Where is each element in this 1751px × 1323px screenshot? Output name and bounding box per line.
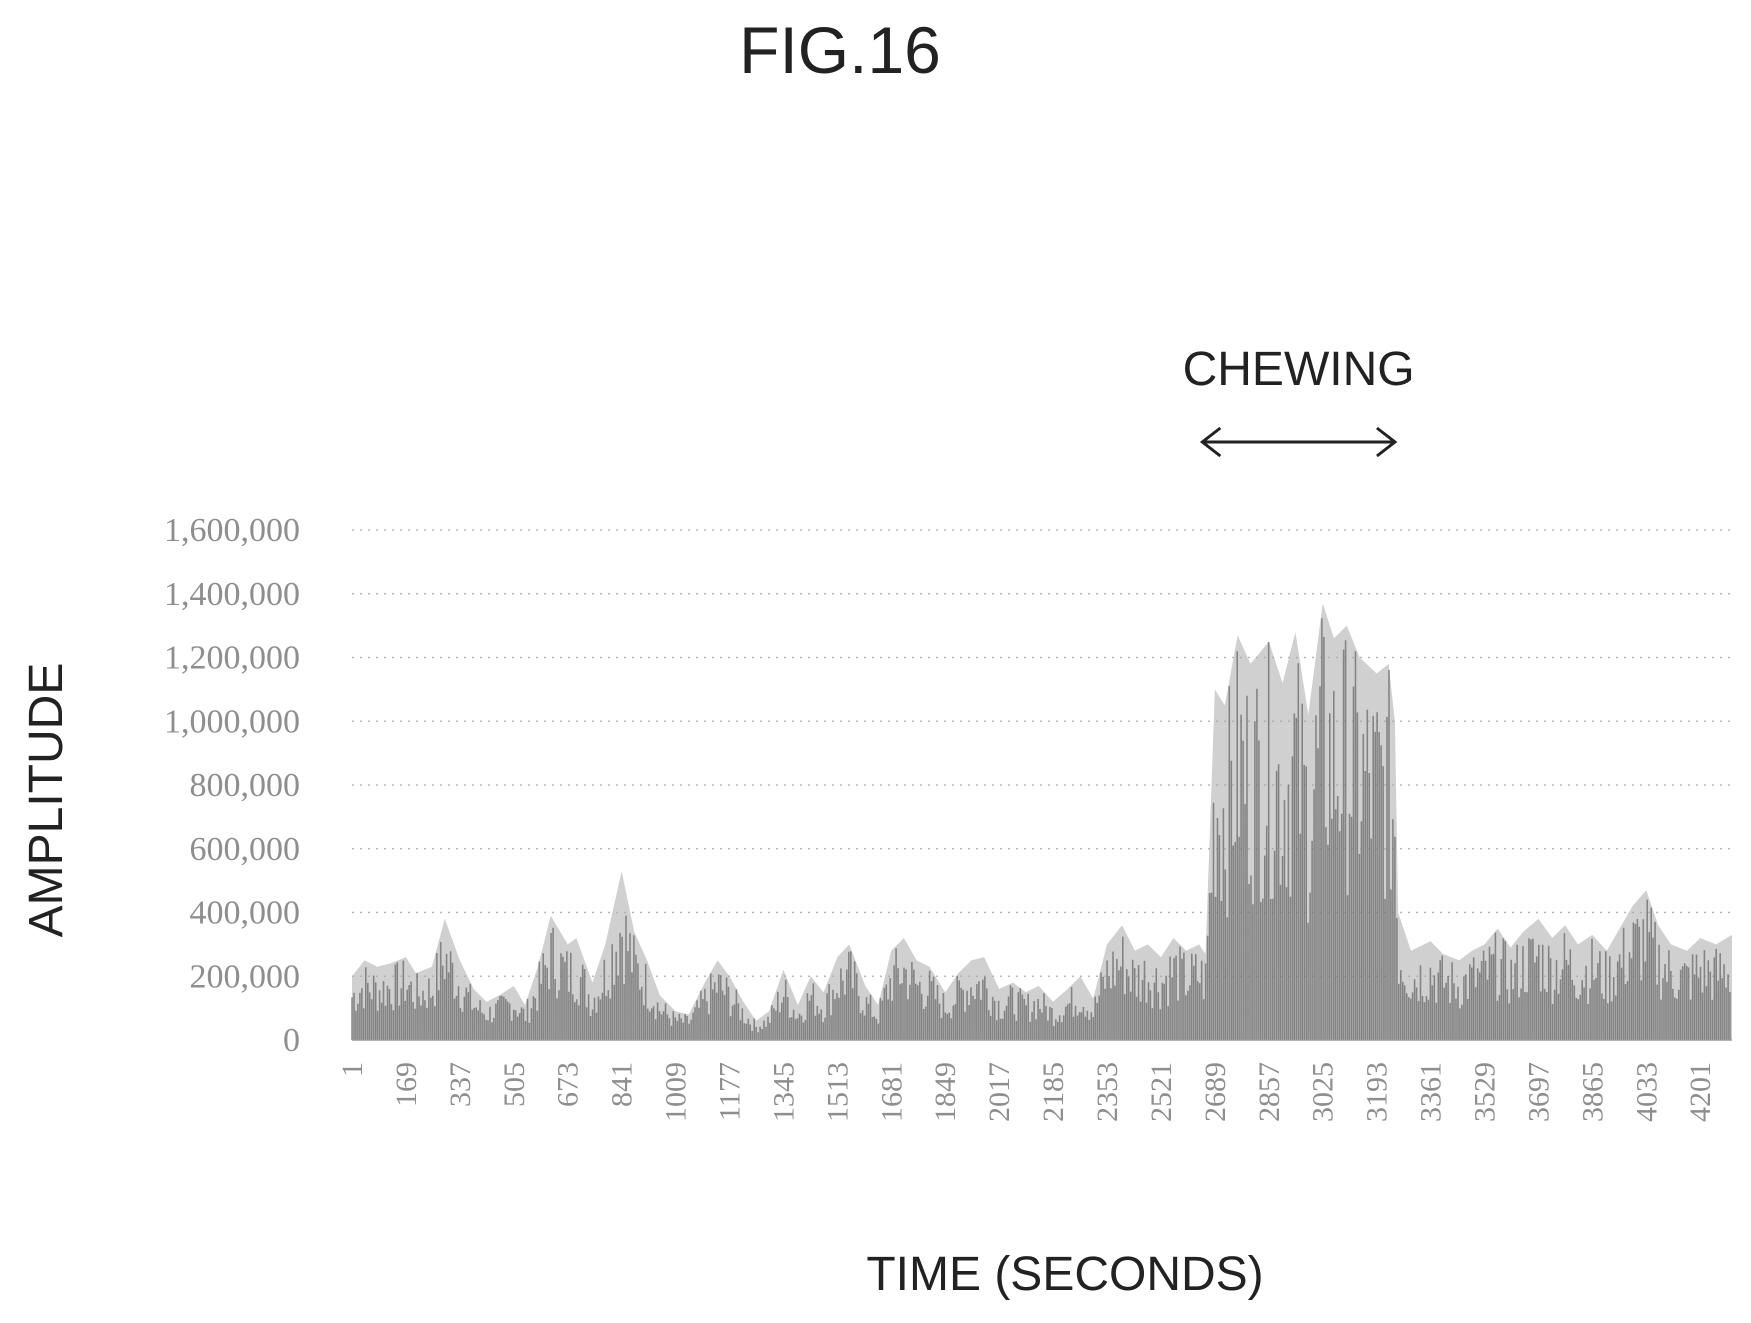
series-area [352, 603, 1732, 1040]
x-axis-title: TIME (SECONDS) [866, 1248, 1263, 1301]
figure-label: FIG.16 [739, 13, 941, 87]
y-tick-label: 1,600,000 [164, 512, 300, 549]
x-tick-label: 2689 [1199, 1062, 1232, 1122]
x-tick-label: 4201 [1684, 1062, 1717, 1122]
y-tick-label: 1,000,000 [164, 703, 300, 740]
x-tick-labels: 1 169 337 505 673 841 1009 1177 1345 1513 1681 1849… [336, 1062, 1717, 1122]
y-tick-label: 400,000 [190, 895, 301, 932]
x-tick-label: 3697 [1522, 1062, 1555, 1122]
x-tick-label: 841 [606, 1062, 639, 1107]
x-tick-label: 2017 [983, 1062, 1016, 1122]
y-tick-label: 200,000 [190, 958, 301, 995]
plot-area [351, 603, 1732, 1041]
x-tick-label: 1681 [875, 1062, 908, 1122]
x-tick-label: 1177 [714, 1062, 747, 1121]
y-tick-label: 800,000 [190, 767, 301, 804]
x-tick-label: 1849 [929, 1062, 962, 1122]
x-tick-label: 1513 [821, 1062, 854, 1122]
x-tick-label: 2857 [1253, 1062, 1286, 1122]
y-tick-label: 1,200,000 [164, 640, 300, 677]
x-tick-label: 3529 [1469, 1062, 1502, 1122]
y-axis-title: AMPLITUDE [20, 663, 73, 938]
y-tick-labels: 0 200,000 400,000 600,000 800,000 1,000,000 1,… [164, 512, 300, 1059]
x-tick-label: 1 [336, 1062, 369, 1077]
annotation-arrow [1199, 426, 1398, 458]
x-tick-label: 3361 [1415, 1062, 1448, 1122]
x-tick-label: 3193 [1361, 1062, 1394, 1122]
x-tick-label: 3865 [1576, 1062, 1609, 1122]
gridlines [352, 529, 1732, 977]
y-tick-label: 1,400,000 [164, 576, 300, 613]
arrow-head-right [1376, 426, 1398, 458]
arrow-head-left [1199, 426, 1222, 458]
series-line [351, 618, 1731, 1040]
x-tick-label: 3025 [1307, 1062, 1340, 1122]
x-tick-label: 337 [444, 1062, 477, 1107]
x-tick-label: 1345 [767, 1062, 800, 1122]
annotation-label: CHEWING [1183, 343, 1415, 396]
x-tick-label: 2185 [1037, 1062, 1070, 1122]
x-tick-label: 2353 [1091, 1062, 1124, 1122]
y-tick-label: 600,000 [190, 831, 301, 868]
x-tick-label: 2521 [1145, 1062, 1178, 1122]
x-tick-label: 1009 [660, 1062, 693, 1122]
chewing-annotation: CHEWING [1183, 343, 1415, 458]
x-tick-label: 505 [498, 1062, 531, 1107]
x-tick-label: 673 [552, 1062, 585, 1107]
x-tick-label: 4033 [1630, 1062, 1663, 1122]
y-tick-label: 0 [283, 1022, 300, 1059]
x-tick-label: 169 [390, 1062, 423, 1107]
